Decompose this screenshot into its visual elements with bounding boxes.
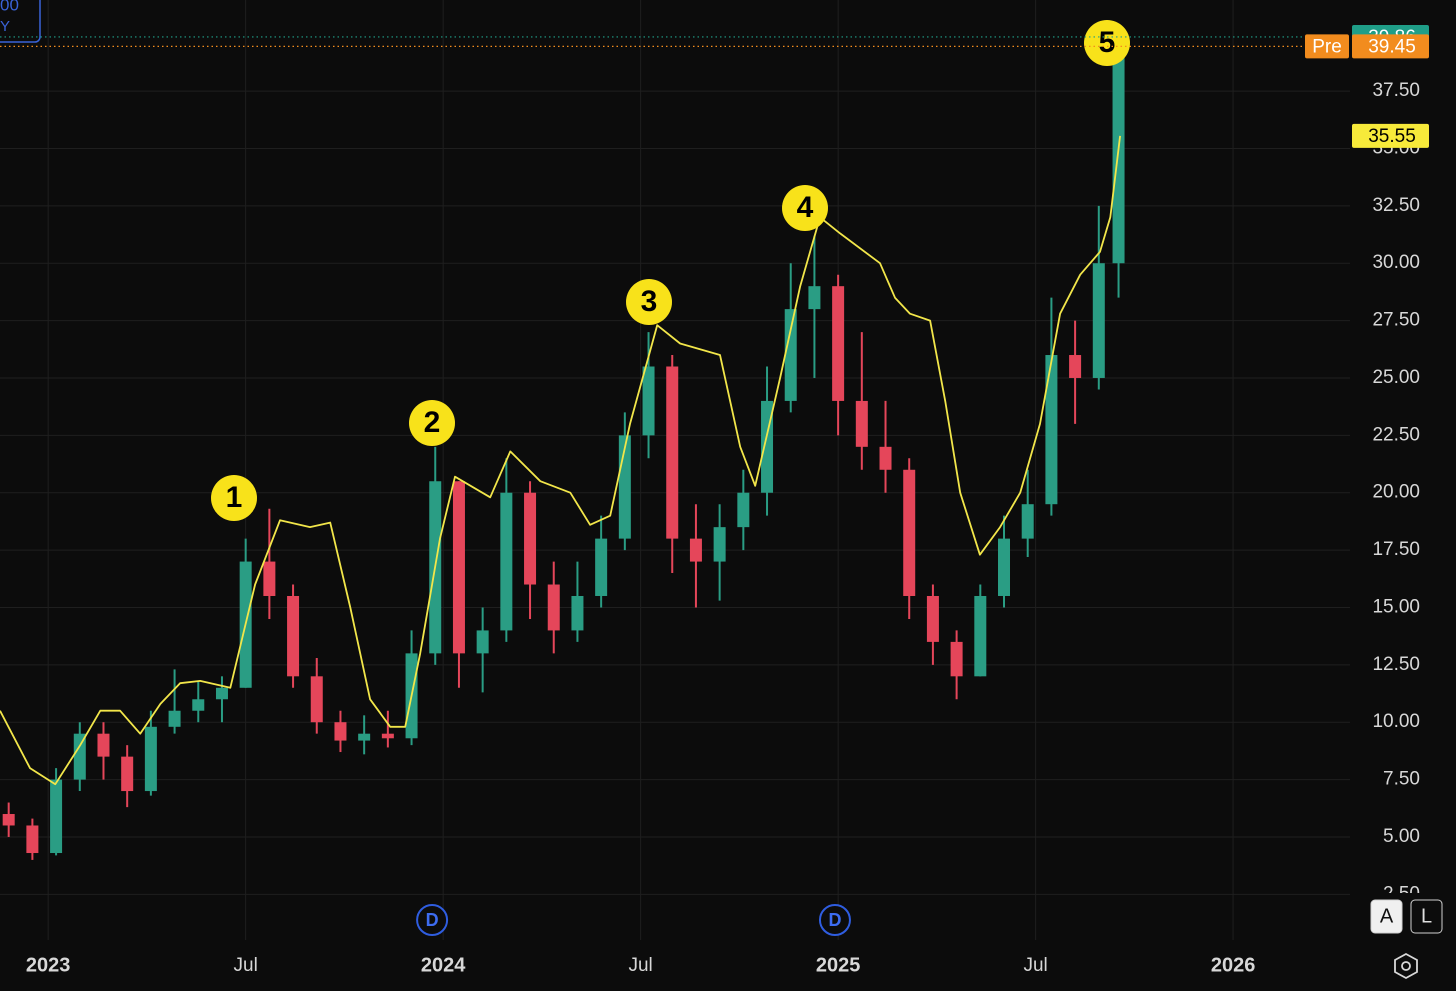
candle-body [1092,263,1105,378]
price-tag-label: 39.45 [1368,36,1416,57]
scale-button[interactable] [1410,899,1443,934]
y-tick-label: 30.00 [1372,252,1420,273]
candle-body [950,641,963,677]
event-marker[interactable] [818,904,851,936]
annotation-label: 5 [1099,26,1116,59]
candle-body [879,446,892,470]
candle-body [310,676,323,723]
header-box [0,0,41,43]
candle-body [334,722,347,741]
candle-body [121,756,134,792]
price-tag [1352,34,1429,59]
y-tick-label: 32.50 [1372,195,1420,216]
settings-icon[interactable] [1394,952,1418,980]
candle-body [73,733,86,780]
y-tick-label: 15.00 [1372,596,1420,617]
event-label[interactable]: D [828,910,841,930]
candle-body [524,492,537,585]
y-tick-label: 25.00 [1372,367,1420,388]
y-tick-label: 5.00 [1383,826,1420,847]
candle-body [50,779,63,854]
annotation-badge [409,400,455,446]
event-marker[interactable] [416,904,449,936]
y-tick-label: 2.50 [1383,883,1420,904]
header-fragment: Y [0,18,10,35]
candle-body [168,710,181,727]
annotation-label: 1 [226,481,243,514]
candle-body [926,595,939,642]
y-tick-label: 20.00 [1372,482,1420,503]
annotation-badge [782,185,828,231]
header-fragment: 00 [0,0,19,14]
annotation-badge [626,279,672,325]
y-tick-label: 27.50 [1372,310,1420,331]
price-tag [1352,123,1429,148]
y-tick-label: 22.50 [1372,424,1420,445]
candle-body [595,538,608,596]
candle-body [571,595,584,631]
candle-body [974,595,987,677]
candle-body [666,366,679,539]
candle-body [26,825,39,854]
x-tick-label: 2023 [26,954,71,976]
candle-body [215,687,228,700]
candle-body [737,492,750,528]
scale-button-label[interactable]: L [1421,905,1432,927]
y-tick-label: 37.50 [1372,80,1420,101]
premarket-tag [1305,34,1349,59]
annotation-badge [1084,20,1130,66]
y-tick-label: 10.00 [1372,711,1420,732]
y-tick-label: 7.50 [1383,769,1420,790]
premarket-tag-label: Pre [1312,36,1342,57]
candle-body [358,733,371,741]
moving-average [0,135,1121,786]
event-label[interactable]: D [426,910,439,930]
candle-body [855,400,868,447]
candle-body [97,733,110,757]
candle-body [192,699,205,711]
candle-body [452,481,465,654]
x-tick-label: Jul [1023,955,1047,976]
candle-body [547,584,560,631]
candle-body [998,538,1011,596]
candle-body [381,733,394,739]
candle-body [1045,355,1058,505]
y-tick-label: 17.50 [1372,539,1420,560]
candle-body [808,286,821,310]
x-tick-label: 2024 [421,954,466,976]
x-tick-label: Jul [628,955,652,976]
candle-body [832,286,845,401]
annotation-badge [211,475,257,521]
annotation-label: 3 [641,285,658,318]
price-tag-label: 35.55 [1368,126,1416,147]
candle-body [642,366,655,436]
candle-body [784,309,797,401]
candle-body [287,595,300,677]
y-tick-label: 12.50 [1372,654,1420,675]
x-tick-label: 2025 [816,954,861,976]
annotation-label: 2 [424,406,441,439]
x-tick-label: Jul [234,955,258,976]
candle-body [713,527,726,562]
annotation-label: 4 [797,191,814,224]
candle-body [903,469,916,596]
plot: 2.50 5.00 7.50 10.00 12.50 15.00 17.50 20.00 22.… [0,36,1420,904]
candle-body [2,814,15,826]
candle-body [1021,504,1034,539]
candle-body [500,492,513,631]
candle-body [144,726,157,792]
candle-body [1069,355,1082,378]
scale-button[interactable] [1370,899,1403,934]
candle-body [263,561,276,596]
candle-body [689,538,702,562]
x-tick-label: 2026 [1211,954,1256,976]
scale-button-label[interactable]: A [1380,905,1394,927]
candle-body [476,630,489,654]
